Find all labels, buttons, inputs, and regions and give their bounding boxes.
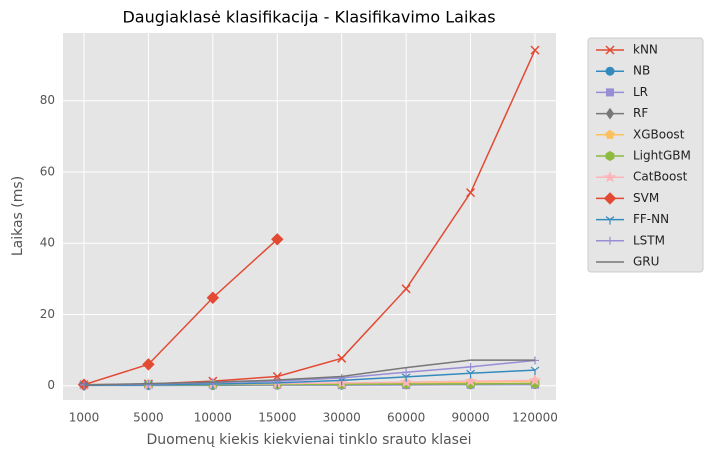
y-axis-label: Laikas (ms) xyxy=(10,176,26,256)
data-point xyxy=(273,377,282,386)
legend-label: kNN xyxy=(633,43,658,57)
x-tick-label: 30000 xyxy=(323,411,361,425)
legend-marker xyxy=(605,107,615,120)
legend-marker xyxy=(603,170,617,183)
y-tick-label: 0 xyxy=(47,378,55,392)
legend-marker xyxy=(605,129,615,139)
data-point xyxy=(402,368,411,377)
legend-label: LSTM xyxy=(633,233,665,247)
data-point xyxy=(337,353,347,363)
chart-title: Daugiaklasė klasifikacija - Klasifikavim… xyxy=(122,8,495,27)
data-point xyxy=(530,366,540,376)
legend-label: SVM xyxy=(633,191,659,205)
data-point xyxy=(466,188,476,198)
y-tick-label: 20 xyxy=(40,307,55,321)
y-tick-label: 60 xyxy=(40,164,55,178)
legend-label: LR xyxy=(633,85,648,99)
data-point xyxy=(337,373,346,382)
series-line xyxy=(83,359,535,386)
data-point xyxy=(466,369,475,379)
legend-label: CatBoost xyxy=(633,170,688,184)
legend-label: GRU xyxy=(633,255,659,269)
data-point xyxy=(466,362,475,371)
legend-marker xyxy=(603,192,617,205)
series-line xyxy=(83,369,536,387)
x-axis-label: Duomenų kiekis kiekvienai tinklo srauto … xyxy=(147,432,472,448)
legend-marker xyxy=(605,216,615,225)
legend-marker xyxy=(606,236,614,245)
x-tick-label: 15000 xyxy=(258,411,296,425)
y-tick-label: 40 xyxy=(40,236,55,250)
data-point xyxy=(528,373,542,386)
data-point xyxy=(206,291,220,304)
y-tick-label: 80 xyxy=(40,93,55,107)
legend-label: FF-NN xyxy=(633,212,669,226)
data-point xyxy=(401,373,411,382)
legend-marker xyxy=(605,45,615,55)
legend-box xyxy=(587,37,704,273)
x-tick-label: 90000 xyxy=(451,411,489,425)
legend-marker xyxy=(605,150,615,162)
legend-marker xyxy=(605,66,615,76)
data-point xyxy=(401,284,411,294)
legend-label: RF xyxy=(633,106,648,120)
series-line xyxy=(83,238,278,386)
data-point xyxy=(530,45,540,55)
x-tick-label: 120000 xyxy=(512,411,558,425)
legend-marker xyxy=(606,88,614,97)
legend-label: LightGBM xyxy=(633,149,691,163)
data-point xyxy=(271,233,284,246)
legend-label: NB xyxy=(633,64,650,78)
plot-area xyxy=(63,33,556,400)
x-tick-label: 10000 xyxy=(194,411,232,425)
x-tick-label: 1000 xyxy=(69,411,100,425)
x-tick-label: 60000 xyxy=(387,411,425,425)
legend-label: XGBoost xyxy=(633,127,685,141)
data-point xyxy=(142,358,155,371)
x-tick-label: 5000 xyxy=(133,411,164,425)
data-point xyxy=(464,374,477,387)
